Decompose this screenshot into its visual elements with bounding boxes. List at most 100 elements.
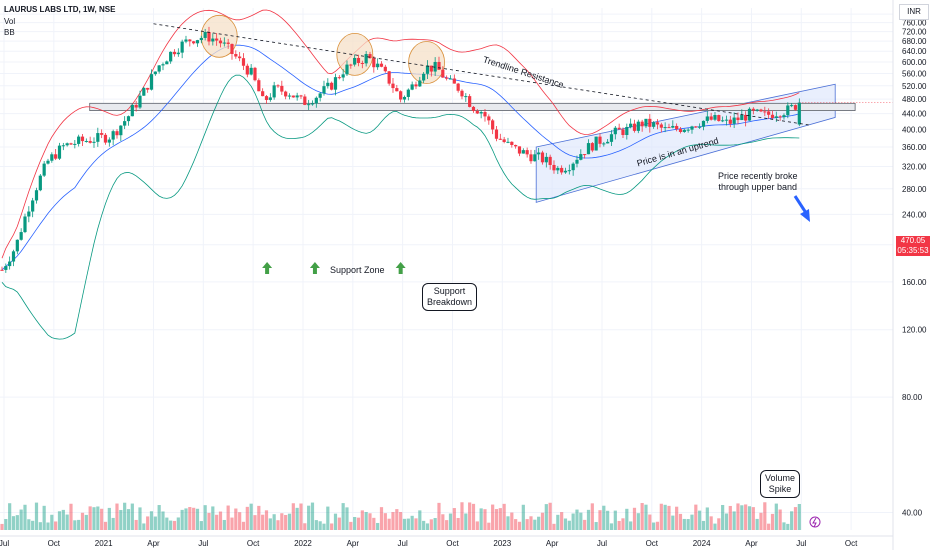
candle-body: [475, 110, 479, 114]
candle-body: [115, 131, 119, 136]
volume-bar: [747, 506, 752, 530]
candle-body: [629, 123, 633, 127]
volume-bar: [529, 516, 533, 530]
y-tick-label: 480.00: [902, 95, 927, 104]
candle-body: [563, 170, 568, 173]
candle-body: [736, 117, 740, 121]
volume-bar: [594, 522, 598, 530]
volume-bar: [433, 518, 437, 530]
candle-body: [176, 52, 180, 55]
candle-body: [314, 97, 318, 104]
volume-bar: [353, 517, 357, 530]
symbol-title: LAURUS LABS LTD, 1W, NSE: [4, 5, 116, 14]
volume-bar: [694, 504, 698, 530]
volume-bar: [782, 522, 786, 530]
candle-body: [571, 163, 575, 171]
candle-body: [678, 129, 683, 132]
volume-bar: [188, 507, 192, 530]
volume-bar: [211, 506, 215, 530]
y-tick-label: 360.00: [902, 143, 927, 152]
candle-body: [498, 138, 502, 140]
candle-body: [675, 125, 679, 130]
volume-bar: [80, 512, 85, 530]
candle-body: [782, 115, 786, 118]
candle-body: [318, 93, 322, 98]
volume-bar: [54, 521, 58, 530]
candle-body: [291, 95, 295, 98]
candle-body: [92, 141, 96, 143]
candle-body: [510, 141, 514, 145]
candle-body: [667, 127, 671, 129]
volume-bar: [506, 516, 510, 530]
volume-bar: [452, 508, 456, 530]
volume-bar: [100, 508, 104, 530]
volume-bar: [494, 509, 499, 530]
candle-body: [460, 90, 464, 97]
volume-bar: [652, 522, 656, 530]
volume-indicator-label[interactable]: Vol: [4, 17, 16, 26]
price-axis: 40.0080.00120.00160.00200.00240.00280.00…: [892, 0, 927, 550]
candle-body: [686, 129, 690, 131]
countdown-tag: 05:35:53: [896, 246, 930, 256]
x-tick-label: Apr: [147, 539, 160, 548]
support-breakdown-callout: Support Breakdown: [422, 283, 478, 311]
candle-body: [583, 154, 587, 156]
candle-body: [755, 109, 759, 111]
volume-bar: [50, 514, 54, 530]
candle-body: [80, 136, 85, 142]
volume-bar: [295, 507, 299, 530]
volume-bar: [721, 504, 725, 530]
candle-body: [364, 54, 368, 64]
candle-body: [632, 123, 637, 131]
volume-bar: [123, 502, 127, 530]
candle-body: [207, 31, 211, 42]
volume-bar: [149, 511, 154, 530]
support-arrow-icon: [395, 262, 406, 274]
volume-bar: [544, 504, 548, 530]
y-tick-label: 640.00: [902, 47, 927, 56]
candle-body: [445, 77, 449, 79]
volume-bar: [575, 509, 579, 530]
candle-body: [521, 150, 525, 154]
y-tick-label: 120.00: [902, 326, 927, 335]
candle-body: [142, 87, 146, 96]
candle-body: [422, 73, 426, 81]
candle-body: [479, 112, 483, 114]
volume-bar: [165, 517, 169, 530]
bb-indicator-label[interactable]: BB: [4, 28, 15, 37]
candle-body: [192, 41, 196, 44]
candle-body: [4, 266, 8, 270]
volume-bar: [629, 521, 633, 530]
volume-bar: [115, 503, 119, 530]
candle-body: [356, 57, 361, 63]
candle-body: [606, 141, 610, 144]
volume-bar: [732, 511, 736, 530]
y-tick-label: 320.00: [902, 163, 927, 172]
candle-body: [330, 82, 334, 90]
volume-bar: [207, 512, 211, 530]
candle-body: [180, 41, 184, 53]
candle-body: [111, 131, 115, 140]
volume-bar: [230, 517, 234, 530]
volume-bar: [632, 507, 637, 530]
currency-button[interactable]: INR: [899, 4, 929, 20]
volume-bar: [790, 511, 794, 530]
lightning-glyph: [812, 517, 817, 528]
volume-bar: [126, 509, 131, 530]
candle-body: [613, 127, 617, 135]
x-tick-label: Jul: [198, 539, 208, 548]
candle-body: [341, 74, 345, 78]
candle-body: [786, 105, 790, 116]
candle-body: [793, 105, 798, 110]
candle-body: [464, 96, 468, 98]
volume-bar: [540, 512, 545, 530]
volume-bar: [180, 509, 184, 530]
candle-body: [295, 95, 299, 98]
support-arrow-icon: [262, 262, 273, 274]
volume-bar: [770, 513, 775, 530]
volume-bar: [8, 503, 12, 530]
volume-bar: [418, 510, 422, 530]
y-tick-label: 720.00: [902, 28, 927, 37]
volume-bar: [402, 518, 407, 530]
